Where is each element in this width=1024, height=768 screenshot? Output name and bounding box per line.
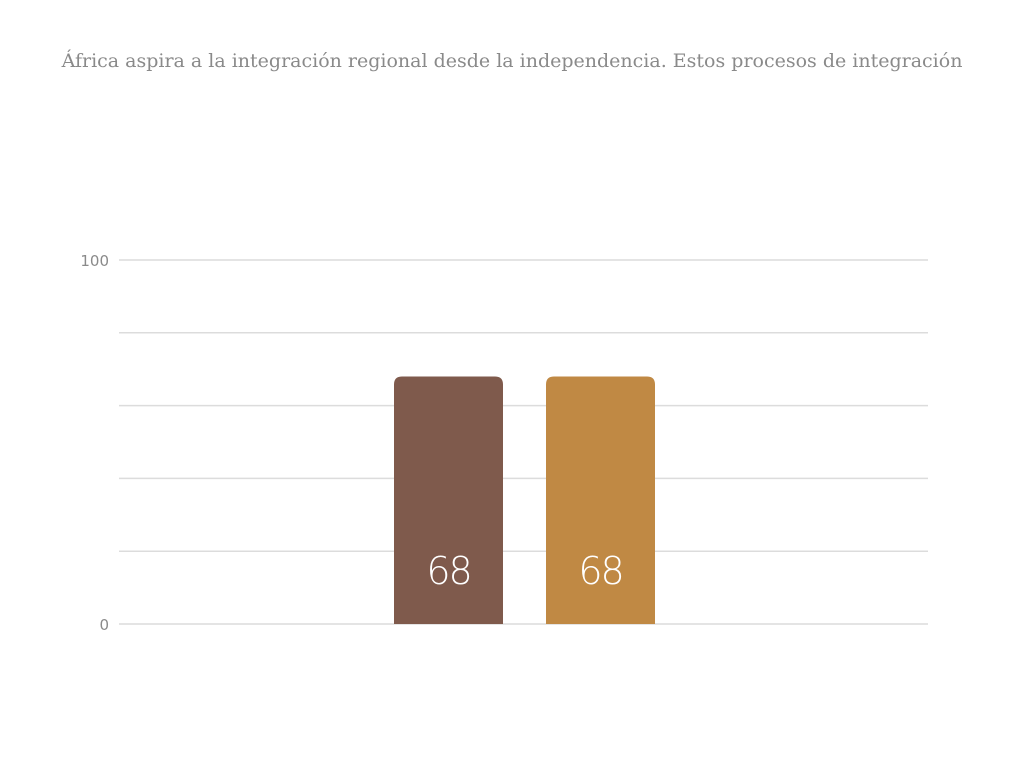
y-tick-label: 0 — [99, 616, 109, 634]
chart-title: África aspira a la integración regional … — [61, 50, 963, 72]
bar-data-label: 68 — [578, 549, 622, 593]
bar — [394, 376, 503, 624]
bar-data-label: 68 — [426, 549, 470, 593]
y-axis-ticks: 0 100 — [80, 252, 109, 634]
bars — [394, 376, 655, 624]
y-tick-label: 100 — [80, 252, 109, 270]
gridlines — [119, 259, 928, 625]
data-labels: 68 68 — [426, 549, 624, 593]
bar — [546, 376, 655, 624]
